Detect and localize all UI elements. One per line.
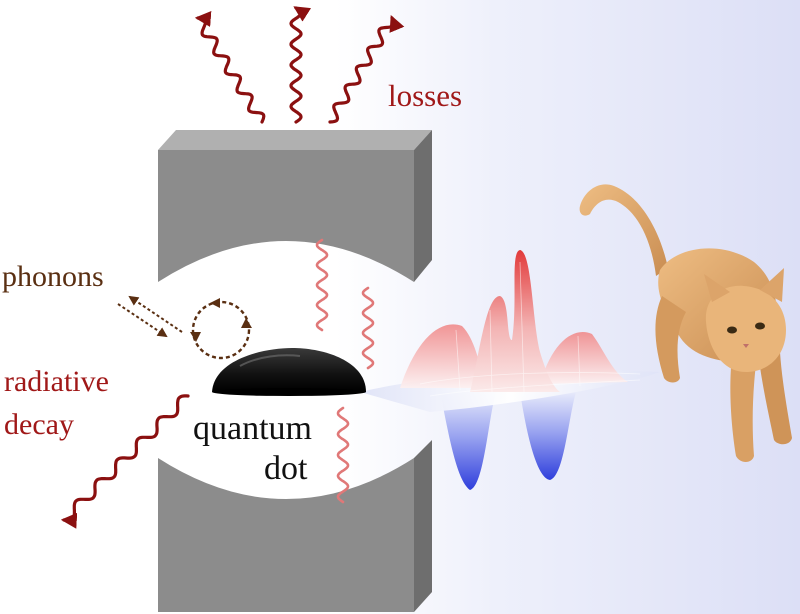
quantum-dot-dome (212, 348, 366, 392)
kitten-ear-right (760, 268, 784, 302)
bottom-mirror-side-face (414, 440, 432, 612)
kitten-tail (579, 184, 668, 276)
radiative-label: radiative (4, 365, 109, 398)
losses-label: losses (388, 78, 463, 113)
wigner-function-surface (360, 250, 660, 490)
quantum-label: quantum (193, 410, 312, 447)
wigner-positive-lobe-left (400, 324, 486, 388)
top-mirror (158, 130, 432, 282)
top-mirror-side-face (414, 130, 432, 282)
phonon-cycle-arrowhead-left (190, 332, 201, 342)
top-mirror-top-face (158, 130, 432, 150)
phonon-cycle-arrowhead-right (241, 318, 252, 328)
dot-label: dot (264, 450, 308, 487)
quantum-dot-base (212, 388, 366, 396)
kitten-icon (579, 184, 792, 462)
top-mirror-front-face (158, 150, 414, 282)
cavity-photon-1 (315, 238, 329, 332)
phonon-arrow-in (117, 303, 168, 338)
kitten-eye-left (727, 326, 737, 334)
bottom-mirror (158, 440, 432, 612)
cavity-photon-2 (361, 286, 375, 370)
phonon-cycle-arrowhead-top (210, 298, 220, 308)
phonons-label: phonons (2, 260, 104, 293)
quantum-dot-highlight (239, 354, 301, 367)
wigner-mesh-lines (419, 261, 641, 397)
kitten-nose (743, 344, 749, 348)
wigner-positive-lobe-right (540, 332, 628, 384)
kitten-front-leg-left (730, 356, 756, 462)
wigner-negative-lobe-left (440, 392, 496, 490)
cavity-photons (315, 238, 375, 504)
loss-photon-right (328, 15, 405, 124)
loss-photon-middle (289, 6, 312, 124)
kitten-front-leg-right (758, 352, 792, 445)
phonon-arrows (117, 295, 183, 338)
phonon-arrow-out (128, 295, 183, 333)
kitten-ear-left (704, 274, 730, 302)
wigner-negative-lobe-right (520, 392, 576, 480)
wigner-central-peak (470, 250, 560, 392)
radiative-decay-photon (60, 394, 190, 529)
loss-photons (194, 6, 405, 124)
quantum-dot (212, 348, 366, 396)
bottom-mirror-front-face (158, 458, 414, 612)
kitten-back-leg (655, 296, 686, 383)
cavity-photon-3 (336, 406, 350, 504)
kitten-eye-right (755, 322, 765, 330)
phonon-cycle (190, 298, 252, 360)
kitten-head (705, 285, 786, 372)
decay-label: decay (4, 408, 74, 441)
phonon-cycle-ring (191, 300, 251, 360)
loss-photon-left (194, 11, 266, 124)
